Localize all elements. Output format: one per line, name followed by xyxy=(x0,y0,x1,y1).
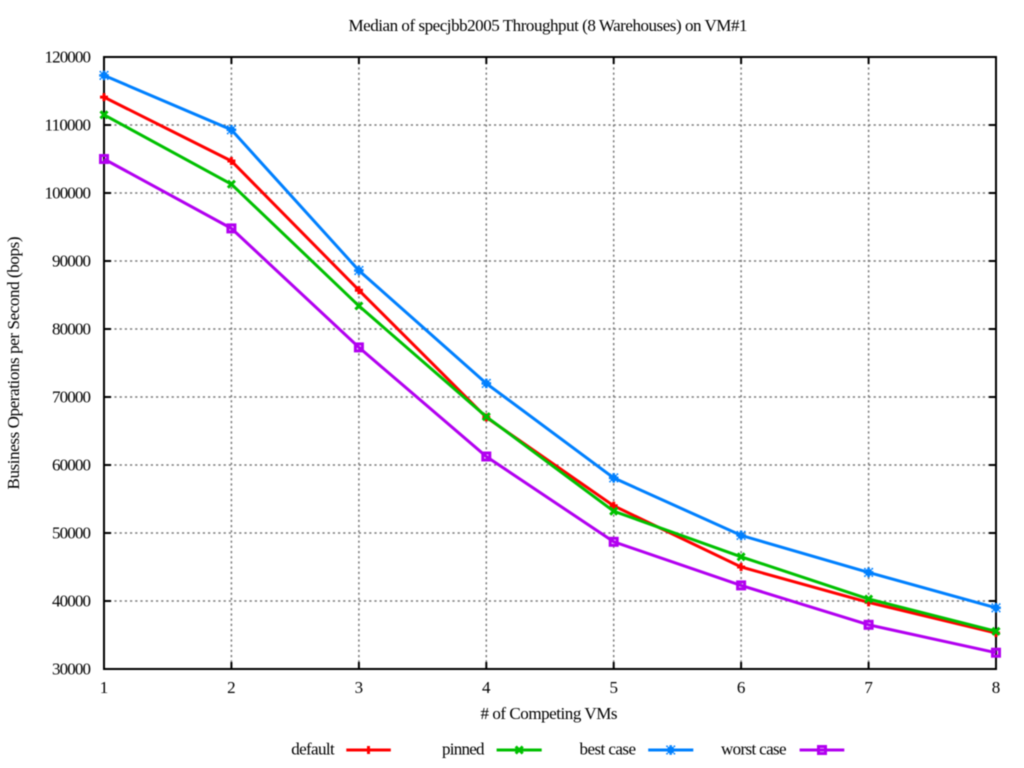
svg-text:40000: 40000 xyxy=(52,592,91,611)
svg-text:5: 5 xyxy=(609,678,618,697)
svg-text:1: 1 xyxy=(100,678,109,697)
svg-text:100000: 100000 xyxy=(45,184,92,203)
svg-text:# of Competing VMs: # of Competing VMs xyxy=(481,704,618,723)
svg-text:30000: 30000 xyxy=(52,660,91,679)
svg-text:6: 6 xyxy=(737,678,746,697)
svg-text:8: 8 xyxy=(992,678,1001,697)
svg-text:120000: 120000 xyxy=(45,48,92,67)
svg-text:3: 3 xyxy=(355,678,364,697)
svg-text:default: default xyxy=(291,740,335,759)
svg-text:60000: 60000 xyxy=(52,456,91,475)
svg-text:2: 2 xyxy=(227,678,236,697)
svg-text:best case: best case xyxy=(580,740,637,759)
svg-text:80000: 80000 xyxy=(52,320,91,339)
svg-text:7: 7 xyxy=(864,678,873,697)
svg-text:70000: 70000 xyxy=(52,388,91,407)
svg-text:90000: 90000 xyxy=(52,252,91,271)
svg-text:pinned: pinned xyxy=(442,740,485,759)
svg-text:110000: 110000 xyxy=(45,116,92,135)
svg-text:Business Operations per Second: Business Operations per Second (bops) xyxy=(4,237,23,490)
svg-text:worst case: worst case xyxy=(721,740,787,759)
svg-text:Median of specjbb2005 Throughp: Median of specjbb2005 Throughput (8 Ware… xyxy=(349,16,748,35)
svg-text:4: 4 xyxy=(482,678,491,697)
svg-text:50000: 50000 xyxy=(52,524,91,543)
